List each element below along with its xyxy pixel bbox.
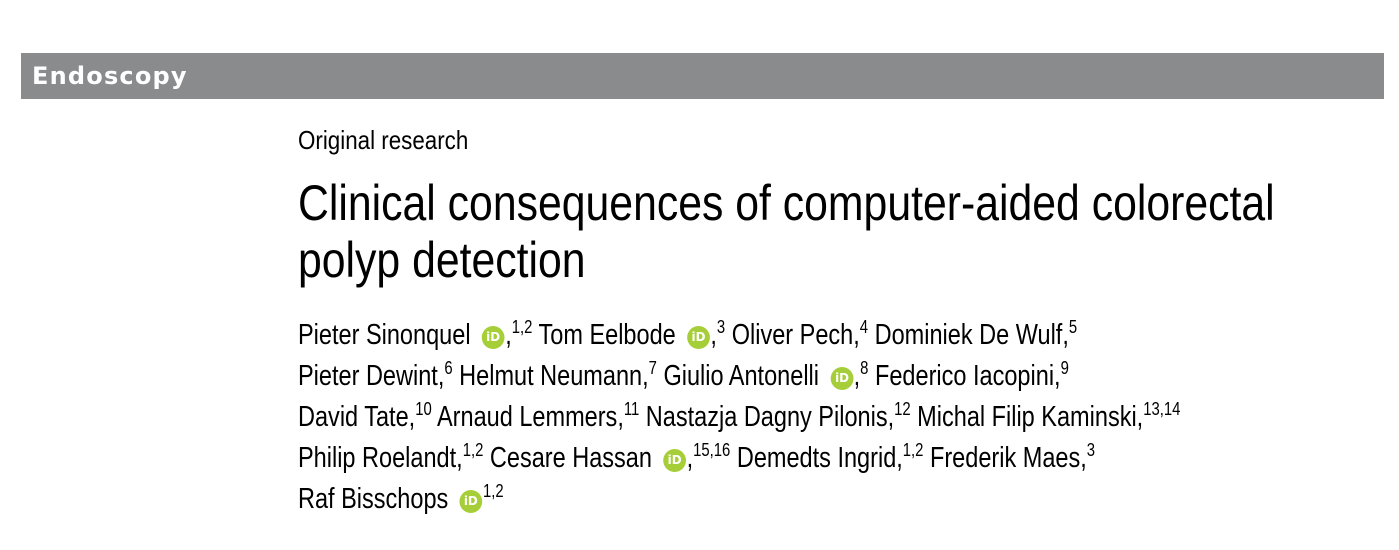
- author[interactable]: Federico Iacopini,9: [874, 358, 1069, 392]
- orcid-icon[interactable]: iD: [481, 326, 505, 349]
- author[interactable]: Raf Bisschops iD 1,2: [298, 481, 504, 515]
- affiliation-superscript: 12: [894, 399, 911, 419]
- article-title: Clinical consequences of computer-aided …: [298, 175, 1392, 289]
- author-name: Dominiek De Wulf,: [874, 319, 1069, 351]
- affiliation-superscript: 13,14: [1143, 399, 1181, 419]
- orcid-icon[interactable]: iD: [663, 449, 687, 472]
- author-name: Arnaud Lemmers,: [436, 401, 624, 433]
- affiliation-superscript: 4: [859, 317, 869, 337]
- author-name: Nastazja Dagny Pilonis,: [645, 401, 895, 433]
- affiliation-superscript: 1,2: [902, 440, 924, 460]
- author-name: Tom Eelbode: [538, 319, 676, 351]
- title-line-1: Clinical consequences of computer-aided …: [298, 175, 1275, 231]
- author[interactable]: Pieter Sinonquel iD ,1,2: [298, 317, 533, 351]
- affiliation-superscript: 5: [1068, 317, 1078, 337]
- author-name: Oliver Pech,: [731, 319, 860, 351]
- author[interactable]: Dominiek De Wulf,5: [874, 317, 1078, 351]
- article-type: Original research: [298, 125, 469, 155]
- affiliation-superscript: 15,16: [693, 440, 731, 460]
- author-name: Philip Roelandt,: [298, 442, 463, 474]
- author-name: Raf Bisschops: [298, 483, 449, 515]
- author-line: Philip Roelandt,1,2 Cesare Hassan iD ,15,1…: [298, 438, 1371, 479]
- affiliation-superscript: 1,2: [482, 481, 504, 501]
- affiliation-superscript: 9: [1060, 358, 1069, 378]
- author-line: David Tate,10 Arnaud Lemmers,11 Nastazja…: [298, 397, 1371, 438]
- orcid-icon[interactable]: iD: [459, 490, 483, 513]
- affiliation-superscript: 10: [415, 399, 432, 419]
- author[interactable]: Philip Roelandt,1,2: [298, 440, 484, 474]
- author[interactable]: Giulio Antonelli iD ,8: [663, 358, 869, 392]
- author-line: Raf Bisschops iD 1,2: [298, 479, 1371, 520]
- author-name: Demedts Ingrid,: [736, 442, 903, 474]
- author[interactable]: Arnaud Lemmers,11: [436, 399, 640, 433]
- author[interactable]: Frederik Maes,3: [929, 440, 1096, 474]
- author-name: Helmut Neumann,: [459, 360, 649, 392]
- author-name: Pieter Sinonquel: [298, 319, 471, 351]
- author[interactable]: Cesare Hassan iD ,15,16: [489, 440, 731, 474]
- title-line-2: polyp detection: [298, 232, 586, 288]
- affiliation-superscript: 8: [860, 358, 869, 378]
- author-line: Pieter Sinonquel iD ,1,2 Tom Eelbode iD ,3 O…: [298, 315, 1371, 356]
- author-name: Michal Filip Kaminski,: [917, 401, 1144, 433]
- orcid-icon[interactable]: iD: [687, 326, 710, 349]
- author[interactable]: Nastazja Dagny Pilonis,12: [645, 399, 911, 433]
- author[interactable]: Demedts Ingrid,1,2: [736, 440, 924, 474]
- affiliation-superscript: 3: [1086, 440, 1096, 460]
- affiliation-superscript: 3: [716, 317, 726, 337]
- author-name: Giulio Antonelli: [663, 360, 820, 392]
- author[interactable]: Pieter Dewint,6: [298, 358, 453, 392]
- author[interactable]: Michal Filip Kaminski,13,14: [917, 399, 1181, 433]
- author-name: David Tate,: [298, 401, 416, 433]
- author-name: Pieter Dewint,: [298, 360, 445, 392]
- affiliation-superscript: 11: [623, 399, 640, 419]
- affiliation-superscript: 1,2: [462, 440, 484, 460]
- author-name: Frederik Maes,: [929, 442, 1087, 474]
- author[interactable]: Oliver Pech,4: [731, 317, 869, 351]
- orcid-icon[interactable]: iD: [830, 367, 854, 390]
- author[interactable]: Helmut Neumann,7: [459, 358, 657, 392]
- author[interactable]: David Tate,10: [298, 399, 432, 433]
- affiliation-superscript: 7: [648, 358, 657, 378]
- journal-banner: Endoscopy: [21, 53, 1384, 99]
- affiliation-superscript: 1,2: [511, 317, 533, 337]
- author-list: Pieter Sinonquel iD ,1,2 Tom Eelbode iD ,3 O…: [298, 315, 1371, 520]
- article-header: Original research Clinical consequences …: [298, 120, 1388, 520]
- author-name: Federico Iacopini,: [874, 360, 1061, 392]
- author-line: Pieter Dewint,6 Helmut Neumann,7 Giulio …: [298, 356, 1371, 397]
- author-name: Cesare Hassan: [489, 442, 652, 474]
- author[interactable]: Tom Eelbode iD ,3: [538, 317, 726, 351]
- journal-name: Endoscopy: [32, 62, 188, 90]
- affiliation-superscript: 6: [444, 358, 453, 378]
